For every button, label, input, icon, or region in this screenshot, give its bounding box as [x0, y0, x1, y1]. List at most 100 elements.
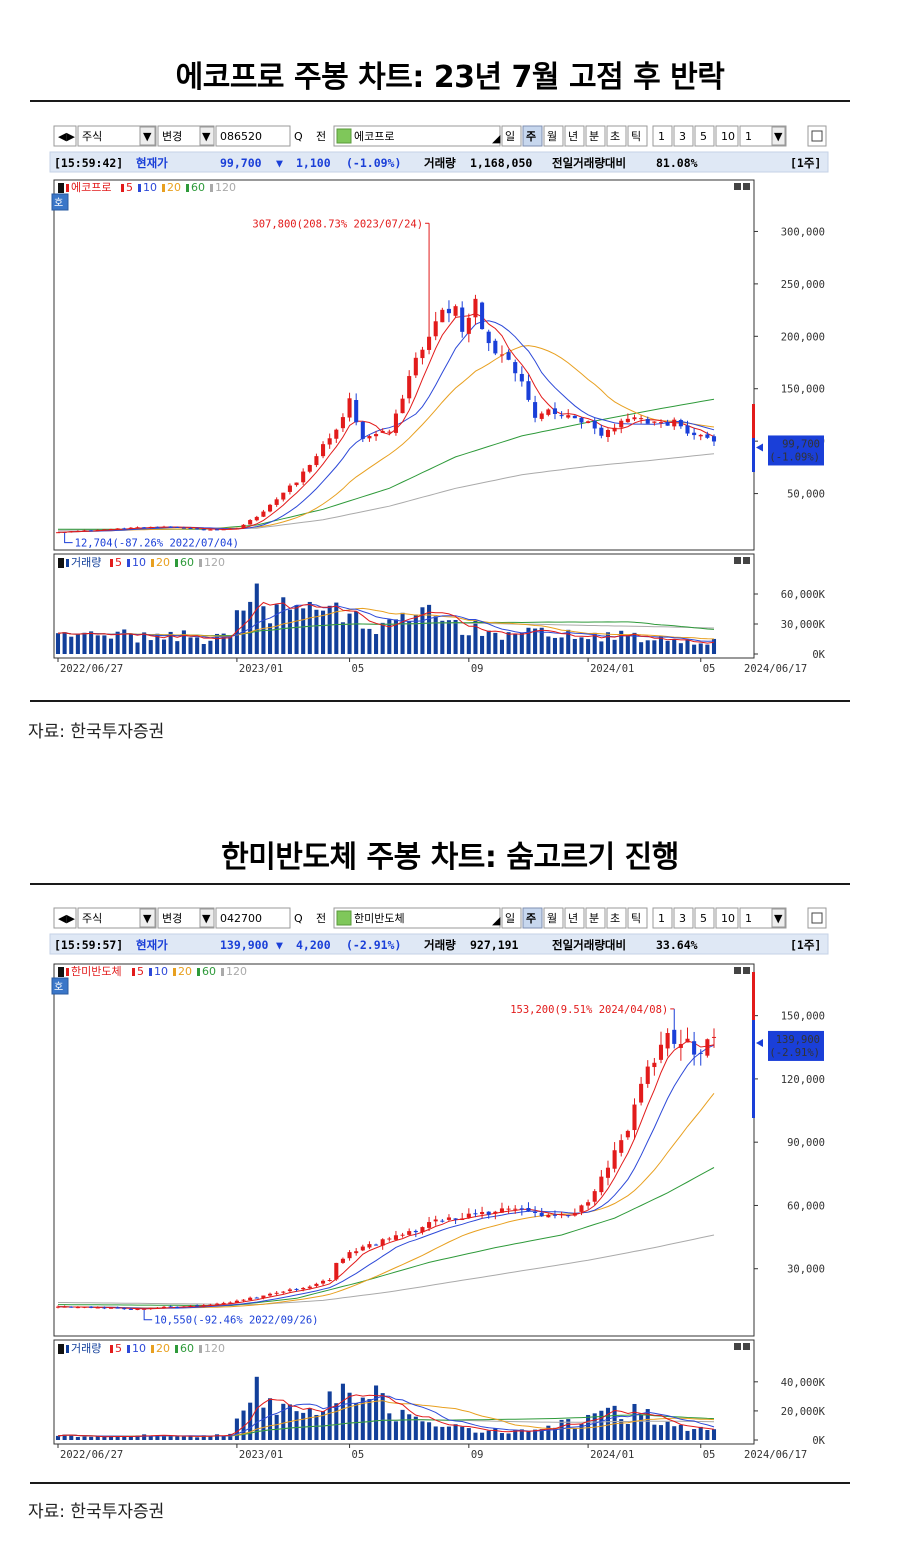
candle-body: [692, 432, 697, 436]
period-tab-4[interactable]: [585, 125, 606, 147]
volume-bar: [473, 1432, 478, 1440]
stock-name-field[interactable]: [333, 907, 501, 929]
volume-bar: [221, 1436, 226, 1440]
panel-tab-button[interactable]: [51, 193, 69, 211]
candle-body: [102, 1307, 107, 1309]
jeon-button[interactable]: 전: [316, 130, 326, 143]
period-tab-label-3: 년: [568, 130, 578, 143]
volume-bar: [658, 635, 664, 654]
stock-code-input[interactable]: [215, 907, 291, 929]
period-tab-4[interactable]: [585, 907, 606, 929]
candle-body: [248, 520, 253, 525]
interval-button-3[interactable]: [673, 907, 694, 929]
period-tab-2[interactable]: [543, 907, 564, 929]
candle-body: [711, 436, 717, 442]
period-tab-2[interactable]: [543, 125, 564, 147]
period-tab-0[interactable]: [501, 907, 522, 929]
stock-badge-icon: [336, 128, 352, 144]
stock-type-select[interactable]: [77, 125, 157, 147]
volume-bar: [619, 1419, 624, 1440]
candle-body: [274, 1292, 279, 1294]
nav-arrows-button[interactable]: [53, 907, 77, 929]
interval-button-label-10: 10: [721, 130, 735, 143]
low-annotation-line: [143, 1309, 153, 1321]
candle-body: [407, 376, 412, 399]
panel-maximize-icon[interactable]: [743, 183, 750, 190]
period-tab-3[interactable]: [564, 907, 585, 929]
period-tab-0[interactable]: [501, 125, 522, 147]
candle-body: [75, 1307, 80, 1309]
change-dropdown-button[interactable]: [199, 126, 215, 146]
volume-bar: [241, 1410, 246, 1440]
current-price-pointer-icon: [756, 1038, 763, 1047]
volume-bar: [354, 611, 359, 654]
candle-body: [241, 1299, 246, 1301]
price-legend-marker: [58, 967, 64, 977]
interval-button-10[interactable]: [715, 125, 739, 147]
stock-code-input[interactable]: [215, 125, 291, 147]
volume-bar: [387, 619, 392, 654]
period-tab-6[interactable]: [627, 125, 648, 147]
save-button[interactable]: [807, 907, 827, 929]
panel-minimize-icon[interactable]: [734, 1343, 741, 1350]
interval-button-5[interactable]: [694, 125, 715, 147]
stock-code-value: 086520: [220, 130, 262, 143]
panel-minimize-icon[interactable]: [734, 183, 741, 190]
interval-button-5[interactable]: [694, 907, 715, 929]
x-tick-label: 05: [703, 1449, 716, 1461]
candle-body: [499, 354, 504, 356]
volume-bar: [195, 1437, 200, 1440]
search-icon[interactable]: Q: [294, 912, 303, 925]
current-price-value: 139,900: [776, 1034, 820, 1046]
save-button[interactable]: [807, 125, 827, 147]
panel-maximize-icon[interactable]: [743, 557, 750, 564]
period-tab-5[interactable]: [606, 907, 627, 929]
type-dropdown-button[interactable]: [139, 908, 156, 928]
panel-minimize-icon[interactable]: [734, 967, 741, 974]
panel-minimize-icon[interactable]: [734, 557, 741, 564]
volume-bar: [393, 619, 398, 654]
type-dropdown-button[interactable]: [139, 126, 156, 146]
info-label: 현재가: [136, 156, 168, 170]
period-tab-1[interactable]: [522, 907, 543, 929]
price-legend-ma-60: 60: [202, 965, 216, 978]
candle-body: [605, 429, 611, 438]
volume-bar: [168, 631, 173, 654]
panel-maximize-icon[interactable]: [743, 1343, 750, 1350]
period-tab-5[interactable]: [606, 125, 627, 147]
volume-bar: [420, 1421, 425, 1440]
jeon-button[interactable]: 전: [316, 912, 326, 925]
change-dropdown-button[interactable]: [199, 908, 215, 928]
interval-button-1[interactable]: [652, 907, 673, 929]
candle-body: [506, 352, 511, 360]
volume-bar: [400, 1409, 405, 1440]
price-legend-ma-10: 10: [143, 181, 157, 194]
x-tick-label: 05: [352, 1449, 365, 1461]
panel-maximize-icon[interactable]: [743, 967, 750, 974]
candle-body: [705, 1039, 710, 1056]
candle-body: [658, 1044, 664, 1060]
volume-bar: [55, 1435, 61, 1440]
panel-tab-button[interactable]: [51, 977, 69, 995]
interval-button-10[interactable]: [715, 907, 739, 929]
stock-type-select[interactable]: [77, 907, 157, 929]
price-tick-label: 300,000: [781, 226, 825, 238]
candle-body: [579, 1205, 584, 1212]
interval-button-3[interactable]: [673, 125, 694, 147]
period-tab-label-5: 초: [610, 912, 620, 925]
interval-button-1[interactable]: [652, 125, 673, 147]
change-label: 변경: [162, 130, 182, 143]
count-dropdown-button[interactable]: [771, 908, 786, 928]
count-dropdown-button[interactable]: [771, 126, 786, 146]
period-tab-6[interactable]: [627, 907, 648, 929]
stock-name-field[interactable]: [333, 125, 501, 147]
volume-bar: [546, 636, 551, 654]
period-tab-3[interactable]: [564, 125, 585, 147]
period-tab-1[interactable]: [522, 125, 543, 147]
nav-arrows-button[interactable]: [53, 125, 77, 147]
volume-bar: [407, 1414, 412, 1440]
volume-legend-ma-20: 20: [156, 1342, 170, 1355]
search-icon[interactable]: Q: [294, 130, 303, 143]
candle-body: [460, 307, 465, 332]
chevron-down-icon: ▼: [202, 912, 211, 925]
